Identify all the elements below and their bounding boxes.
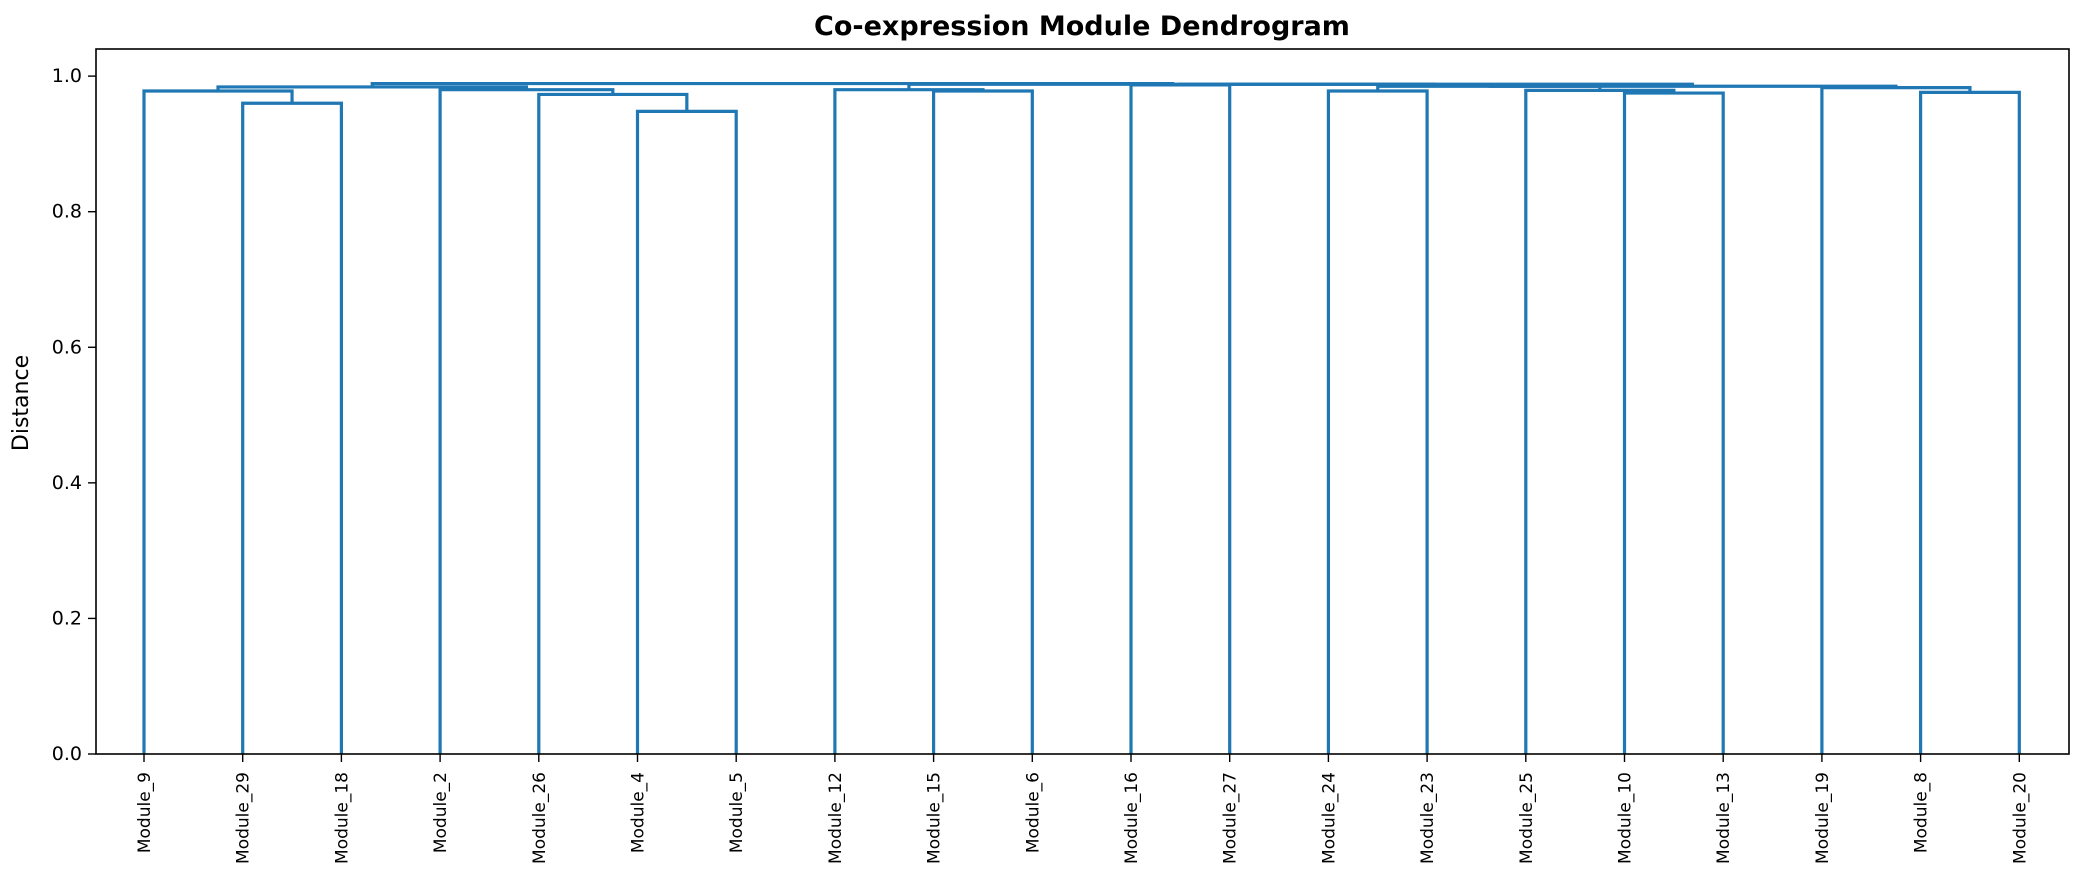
dendrogram-link [1376,84,1602,92]
leaf-label: Module_12 [826,772,846,864]
y-tick-label: 0.8 [52,201,82,223]
leaf-label: Module_4 [629,772,649,853]
leaf-label: Module_15 [925,772,945,864]
leaf-label: Module_8 [1912,772,1932,853]
y-tick-label: 0.4 [52,472,82,494]
leaf-label: Module_10 [1616,772,1636,864]
leaf-label: Module_23 [1418,772,1438,864]
dendrogram-link [1488,84,1898,88]
dendrogram-link [370,81,1175,87]
dendrogram-links [142,81,2021,754]
leaf-label: Module_9 [135,772,155,853]
leaf-label: Module_2 [431,772,451,853]
leaf-label: Module_18 [332,772,352,864]
y-tick-label: 0.2 [52,607,82,629]
leaf-label: Module_13 [1714,772,1734,864]
leaf-label: Module_29 [234,772,254,864]
leaf-label: Module_20 [2010,772,2030,864]
leaf-label: Module_6 [1023,772,1043,853]
leaf-label: Module_26 [530,772,550,864]
leaf-label: Module_5 [727,772,747,853]
y-tick-label: 1.0 [52,65,82,87]
y-axis-label: Distance [9,355,34,451]
y-tick-label: 0.0 [52,743,82,765]
plot-area-frame [95,48,2070,755]
leaf-label: Module_25 [1517,772,1537,864]
y-tick-label: 0.6 [52,336,82,358]
x-axis-ticks: Module_9 Module_29 Module_18 Module_2 Module… [135,754,2030,864]
leaf-label: Module_16 [1122,772,1142,864]
leaf-label: Module_19 [1813,772,1833,864]
chart-title: Co-expression Module Dendrogram [814,11,1350,42]
y-axis-ticks: 0.0 0.2 0.4 0.6 0.8 1.0 [52,65,96,765]
leaf-label: Module_24 [1319,772,1339,864]
leaf-label: Module_27 [1221,772,1241,864]
